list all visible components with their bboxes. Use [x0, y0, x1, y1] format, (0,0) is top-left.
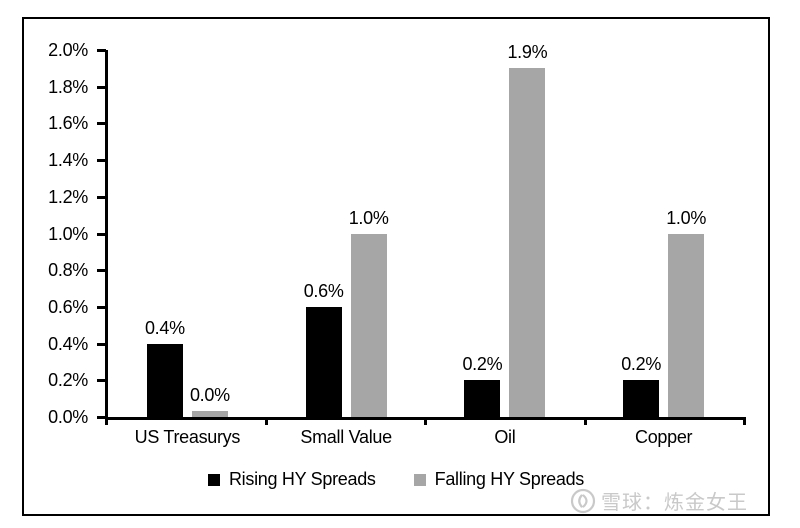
y-axis-tick-label: 0.6%	[48, 296, 88, 317]
y-axis-tick-label: 0.8%	[48, 260, 88, 281]
y-axis-tick-label: 2.0%	[48, 40, 88, 60]
bar-group-oil: 0.2% 1.9%	[426, 42, 585, 417]
y-axis-tick-label: 1.0%	[48, 223, 88, 244]
chart-frame: 2.0% 1.8% 1.6% 1.4% 1.2% 1.0% 0.8% 0.6% 0.4% 0.2%…	[22, 17, 770, 516]
y-axis-tick-label: 1.4%	[48, 150, 88, 171]
x-axis-label-us-treasurys: US Treasurys	[134, 427, 241, 447]
bar-value-label: 0.4%	[144, 317, 185, 338]
bar-value-label: 1.0%	[666, 207, 707, 228]
bar-value-label: 1.0%	[348, 207, 389, 228]
y-axis-tick	[97, 379, 106, 383]
x-axis-label-oil: Oil	[494, 427, 516, 447]
y-axis-tick-label: 1.8%	[48, 76, 88, 97]
x-axis-tick	[264, 417, 268, 425]
bar-falling-hy-spreads-small-value: 1.0%	[349, 208, 389, 417]
y-axis-tick	[97, 159, 106, 163]
bar-rising-hy-spreads-copper: 0.2%	[621, 354, 661, 417]
bar-falling-hy-spreads-copper: 1.0%	[666, 208, 706, 417]
bar-falling-hy-spreads-us-treasurys: 0.0%	[190, 385, 230, 417]
y-axis-tick	[97, 269, 106, 273]
legend-swatch-icon	[413, 473, 426, 486]
x-axis-label-small-value: Small Value	[300, 427, 392, 447]
bar-rising-hy-spreads-oil: 0.2%	[462, 354, 503, 417]
y-axis-tick-label: 0.4%	[48, 333, 88, 354]
y-axis-tick	[97, 49, 106, 52]
bar-value-label: 1.9%	[507, 42, 548, 63]
bar-group-copper: 0.2% 1.0%	[584, 50, 743, 417]
x-axis-tick	[743, 417, 746, 425]
y-axis-tick	[97, 85, 106, 89]
x-axis-tick	[424, 417, 427, 425]
y-axis-tick	[97, 122, 106, 126]
bar-value-label: 0.0%	[189, 385, 230, 405]
bar-value-label: 0.2%	[621, 354, 662, 375]
watermark-text: 雪球：炼金女王	[601, 492, 748, 514]
legend: Rising HY Spreads Falling HY Spreads	[24, 469, 768, 490]
x-axis-label-copper: Copper	[635, 427, 693, 447]
y-axis-tick	[97, 305, 106, 309]
y-axis-tick-label: 0.0%	[48, 407, 88, 427]
bar-falling-hy-spreads-oil: 1.9%	[507, 42, 548, 417]
xueqiu-logo-icon	[570, 488, 596, 514]
y-axis-tick-label: 1.6%	[48, 113, 88, 134]
legend-label: Rising HY Spreads	[228, 469, 376, 489]
y-axis-tick-label: 1.2%	[48, 186, 88, 207]
watermark: 雪球：炼金女王	[570, 486, 748, 515]
legend-item-falling-hy-spreads: Falling HY Spreads	[413, 469, 585, 490]
y-axis-tick-label: 0.2%	[48, 370, 88, 391]
y-axis-tick	[97, 416, 106, 419]
bar-value-label: 0.2%	[462, 354, 503, 375]
legend-item-rising-hy-spreads: Rising HY Spreads	[207, 469, 376, 490]
y-axis-tick	[97, 195, 106, 199]
bar-rising-hy-spreads-small-value: 0.6%	[304, 281, 344, 417]
bar-group-us-treasurys: 0.4% 0.0%	[108, 50, 267, 417]
x-axis-labels: US Treasurys Small Value Oil Copper	[108, 427, 743, 448]
bar-rising-hy-spreads-us-treasurys: 0.4%	[145, 318, 185, 417]
bar-value-label: 0.6%	[303, 280, 344, 301]
plot-area: 0.4% 0.0% 0.6% 1.0% 0.2% 1.9% 0.2% 1.0%	[105, 42, 743, 420]
x-axis-tick	[583, 417, 587, 425]
y-axis-tick	[97, 232, 106, 236]
x-axis-tick	[105, 417, 108, 425]
y-axis-tick	[97, 342, 106, 346]
bar-group-small-value: 0.6% 1.0%	[267, 50, 426, 417]
legend-label: Falling HY Spreads	[434, 469, 585, 489]
legend-swatch-icon	[207, 473, 220, 486]
